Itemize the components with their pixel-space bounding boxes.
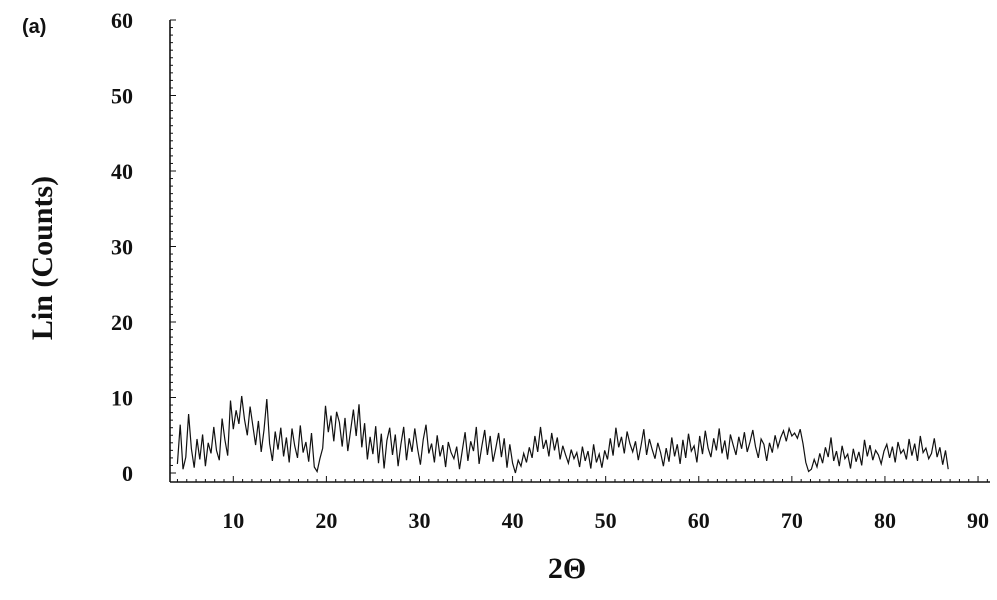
y-tick-label: 10 bbox=[111, 386, 133, 411]
x-tick-label: 60 bbox=[688, 508, 710, 533]
series-line-0 bbox=[177, 396, 948, 473]
x-tick-label: 40 bbox=[502, 508, 524, 533]
panel-label: (a) bbox=[22, 16, 46, 38]
y-tick-label: 0 bbox=[122, 461, 133, 486]
y-axis-title: Lin (Counts) bbox=[26, 176, 59, 340]
x-tick-label: 80 bbox=[874, 508, 896, 533]
y-tick-label: 30 bbox=[111, 235, 133, 260]
y-tick-label: 40 bbox=[111, 159, 133, 184]
x-tick-label: 90 bbox=[967, 508, 989, 533]
x-tick-label: 10 bbox=[222, 508, 244, 533]
y-tick-label: 60 bbox=[111, 8, 133, 33]
x-tick-label: 30 bbox=[408, 508, 430, 533]
x-axis-title: 2Θ bbox=[548, 552, 586, 585]
y-tick-label: 20 bbox=[111, 310, 133, 335]
x-tick-label: 20 bbox=[315, 508, 337, 533]
y-tick-label: 50 bbox=[111, 84, 133, 109]
x-tick-label: 70 bbox=[781, 508, 803, 533]
x-tick-label: 50 bbox=[595, 508, 617, 533]
